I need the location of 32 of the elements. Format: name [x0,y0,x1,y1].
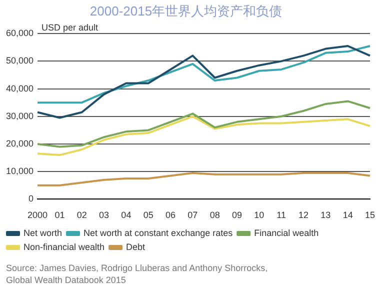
x-tick-label: 13 [320,210,331,220]
x-tick-label: 11 [276,210,286,220]
y-tick-label: 50,000 [6,56,34,66]
x-tick-label: 2000 [28,210,48,220]
x-tick-label: 10 [254,210,264,220]
legend-label: Financial wealth [254,228,319,238]
x-tick-label: 05 [143,210,154,220]
y-tick-label: 0 [28,194,34,204]
x-tick-label: 06 [166,210,176,220]
text: Global Wealth Databook 2015 [6,274,127,286]
x-tick-label: 12 [298,210,309,220]
x-tick-label: 15 [364,210,375,220]
x-tick-label: 09 [232,210,242,220]
source-note: Source: James Davies, Rodrigo Lluberas and Anthony Shorrocks, [6,262,269,274]
y-tick-label: 10,000 [6,166,34,176]
chart-title: 2000-2015年世界人均资产和负债 [90,3,282,18]
x-tick-label: 01 [54,210,65,220]
y-axis-title: USD per adult [42,22,99,33]
y-tick-label: 20,000 [6,138,34,148]
x-tick-label: 04 [121,210,132,220]
legend-label: Net worth [24,228,62,238]
x-tick-label: 07 [188,210,198,220]
y-tick-label: 40,000 [6,83,34,94]
x-tick-label: 02 [76,210,87,220]
legend-label: Net worth at constant exchange rates [84,228,234,238]
legend-label: Debt [126,242,146,252]
y-tick-label: 30,000 [6,110,34,121]
x-tick-label: 14 [342,210,353,220]
x-tick-label: 03 [99,210,110,220]
y-tick-label: 60,000 [6,28,34,38]
legend-label: Non-financial wealth [24,242,105,252]
x-tick-label: 08 [210,210,220,220]
